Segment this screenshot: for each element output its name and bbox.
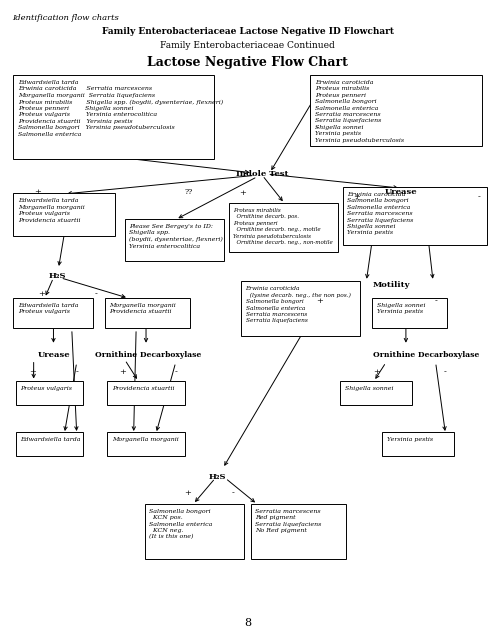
FancyBboxPatch shape bbox=[16, 432, 83, 456]
Text: -: - bbox=[174, 369, 177, 376]
Text: +: + bbox=[119, 369, 126, 376]
Text: +: + bbox=[185, 489, 192, 497]
Text: Erwinia caroticida
Salmonella bongori
Salmonella enterica
Serratia marcescens
Se: Erwinia caroticida Salmonella bongori Sa… bbox=[347, 192, 413, 236]
Text: -: - bbox=[75, 369, 78, 376]
Text: Edwardsiella tarda
Morganella morganii
Proteus vulgaris
Providencia stuartii: Edwardsiella tarda Morganella morganii P… bbox=[18, 198, 85, 223]
Text: Edwardsiella tarda
Erwinia caroticida     Serratia marcescens
Morganella morgani: Edwardsiella tarda Erwinia caroticida Se… bbox=[18, 80, 223, 136]
Text: Ornithine Decarboxylase: Ornithine Decarboxylase bbox=[96, 351, 201, 358]
Text: Serratia marcescens
Red pigment
Serratia liquefaciens
No Red pigment: Serratia marcescens Red pigment Serratia… bbox=[255, 509, 322, 533]
Text: Morganella morganii: Morganella morganii bbox=[112, 437, 179, 442]
Text: Please See Bergey's to ID:
Shigella spp.
(boydii, dysenteriae, flexneri)
Yersini: Please See Bergey's to ID: Shigella spp.… bbox=[129, 224, 223, 248]
Text: +: + bbox=[239, 189, 246, 197]
Text: Identification flow charts: Identification flow charts bbox=[12, 14, 119, 22]
FancyBboxPatch shape bbox=[16, 381, 83, 405]
FancyBboxPatch shape bbox=[145, 504, 244, 559]
Text: Yersinia pestis: Yersinia pestis bbox=[387, 437, 433, 442]
Text: +: + bbox=[353, 193, 360, 201]
Text: ??: ?? bbox=[184, 188, 192, 196]
FancyBboxPatch shape bbox=[125, 219, 224, 261]
FancyBboxPatch shape bbox=[241, 281, 360, 336]
FancyBboxPatch shape bbox=[343, 187, 487, 245]
Text: +: + bbox=[316, 297, 323, 305]
Text: Erwinia caroticida
Proteus mirabilis
Proteus penneri
Salmonella bongori
Salmonel: Erwinia caroticida Proteus mirabilis Pro… bbox=[315, 80, 404, 143]
Text: Lactose Negative Flow Chart: Lactose Negative Flow Chart bbox=[147, 56, 348, 69]
Text: Edwardsiella tarda
Proteus vulgaris: Edwardsiella tarda Proteus vulgaris bbox=[18, 303, 78, 314]
Text: Edwardsiella tarda: Edwardsiella tarda bbox=[20, 437, 81, 442]
Text: Motility: Motility bbox=[372, 281, 410, 289]
Text: Proteus vulgaris: Proteus vulgaris bbox=[20, 386, 72, 391]
Text: -: - bbox=[434, 297, 437, 305]
Text: Urease: Urease bbox=[38, 351, 71, 358]
FancyBboxPatch shape bbox=[105, 298, 190, 328]
Text: -: - bbox=[444, 369, 447, 376]
Text: -: - bbox=[315, 124, 318, 132]
FancyBboxPatch shape bbox=[107, 432, 185, 456]
FancyBboxPatch shape bbox=[310, 75, 482, 146]
Text: 8: 8 bbox=[244, 618, 251, 628]
FancyBboxPatch shape bbox=[382, 432, 454, 456]
Text: +: + bbox=[39, 291, 46, 298]
FancyBboxPatch shape bbox=[13, 75, 214, 159]
Text: Proteus mirabilis
  Ornithine decarb. pos.
Proteus penneri
  Ornithine decarb. n: Proteus mirabilis Ornithine decarb. pos.… bbox=[233, 208, 333, 245]
Text: Erwinia caroticida
  (lysine decarb. neg., the non pos.)
Salmonella bongori
Salm: Erwinia caroticida (lysine decarb. neg.,… bbox=[246, 286, 350, 323]
Text: Family Enterobacteriaceae Continued: Family Enterobacteriaceae Continued bbox=[160, 41, 335, 50]
Text: Salmonella bongori
  KCN pos.
Salmonella enterica
  KCN neg.
(It is this one): Salmonella bongori KCN pos. Salmonella e… bbox=[149, 509, 212, 540]
Text: Shigella sonnei: Shigella sonnei bbox=[345, 386, 393, 391]
Text: Providencia stuartii: Providencia stuartii bbox=[112, 386, 174, 391]
Text: -: - bbox=[95, 291, 98, 298]
Text: Indole Test: Indole Test bbox=[236, 170, 289, 178]
Text: -: - bbox=[231, 489, 234, 497]
FancyBboxPatch shape bbox=[13, 298, 93, 328]
FancyBboxPatch shape bbox=[13, 193, 115, 236]
Text: +: + bbox=[373, 369, 380, 376]
FancyBboxPatch shape bbox=[340, 381, 412, 405]
Text: +: + bbox=[29, 369, 36, 376]
FancyBboxPatch shape bbox=[251, 504, 346, 559]
Text: -: - bbox=[477, 193, 480, 201]
Text: +: + bbox=[34, 188, 41, 196]
FancyBboxPatch shape bbox=[107, 381, 185, 405]
FancyBboxPatch shape bbox=[372, 298, 447, 328]
Text: Shigella sonnei
Yersinia pestis: Shigella sonnei Yersinia pestis bbox=[377, 303, 425, 314]
FancyBboxPatch shape bbox=[229, 203, 338, 252]
Text: H₂S: H₂S bbox=[48, 273, 66, 280]
Text: Urease: Urease bbox=[385, 188, 417, 196]
Text: H₂S: H₂S bbox=[209, 473, 227, 481]
Text: Family Enterobacteriaceae Lactose Negative ID Flowchart: Family Enterobacteriaceae Lactose Negati… bbox=[101, 27, 394, 36]
Text: Ornithine Decarboxylase: Ornithine Decarboxylase bbox=[373, 351, 479, 358]
Text: Morganella morganii
Providencia stuartii: Morganella morganii Providencia stuartii bbox=[109, 303, 176, 314]
